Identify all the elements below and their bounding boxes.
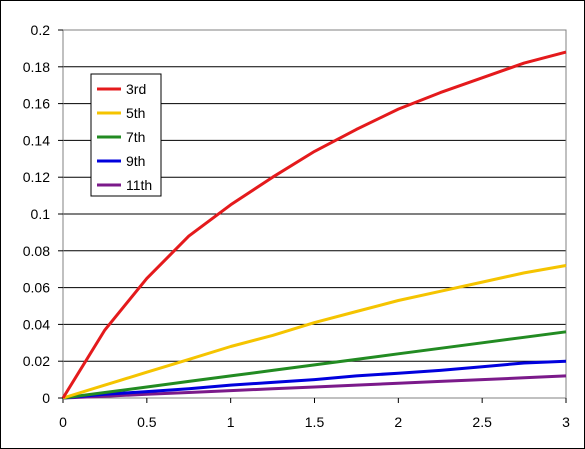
y-tick-label: 0.08 — [23, 243, 50, 259]
y-tick-label: 0.14 — [23, 132, 50, 148]
y-tick-label: 0.2 — [31, 22, 51, 38]
x-tick-label: 0.5 — [137, 414, 157, 430]
legend-label: 5th — [126, 105, 145, 121]
x-tick-label: 2 — [394, 414, 402, 430]
y-tick-label: 0.06 — [23, 280, 50, 296]
y-tick-label: 0.04 — [23, 316, 50, 332]
y-tick-label: 0.1 — [31, 206, 51, 222]
legend: 3rd 5th 7th 9th 11th — [90, 73, 162, 197]
series-line-3rd — [61, 50, 567, 399]
series-line-7th — [62, 330, 567, 400]
y-tick-label: 0 — [42, 390, 50, 406]
y-tick-label: 0.16 — [23, 96, 50, 112]
series-line-5th — [62, 264, 567, 400]
legend-label: 9th — [126, 153, 145, 169]
x-tick-label: 1 — [227, 414, 235, 430]
y-tick-label: 0.02 — [23, 353, 50, 369]
y-tick-label: 0.18 — [23, 59, 50, 75]
x-tick-label: 1.5 — [305, 414, 325, 430]
legend-label: 11th — [126, 177, 152, 193]
series-line-11th — [62, 374, 567, 400]
legend-label: 3rd — [126, 81, 146, 97]
series-lines — [61, 50, 567, 400]
legend-box — [90, 73, 162, 197]
y-axis: 0 0.02 0.04 0.06 0.08 0.1 0.12 0.14 0.16 0.18 0.2 — [23, 22, 63, 406]
series-line-9th — [62, 359, 567, 400]
x-tick-label: 2.5 — [472, 414, 492, 430]
x-tick-label: 3 — [562, 414, 570, 430]
x-axis: 0 0.5 1 1.5 2 2.5 3 — [59, 398, 570, 430]
y-tick-label: 0.12 — [23, 169, 50, 185]
legend-label: 7th — [126, 129, 145, 145]
x-tick-label: 0 — [59, 414, 67, 430]
